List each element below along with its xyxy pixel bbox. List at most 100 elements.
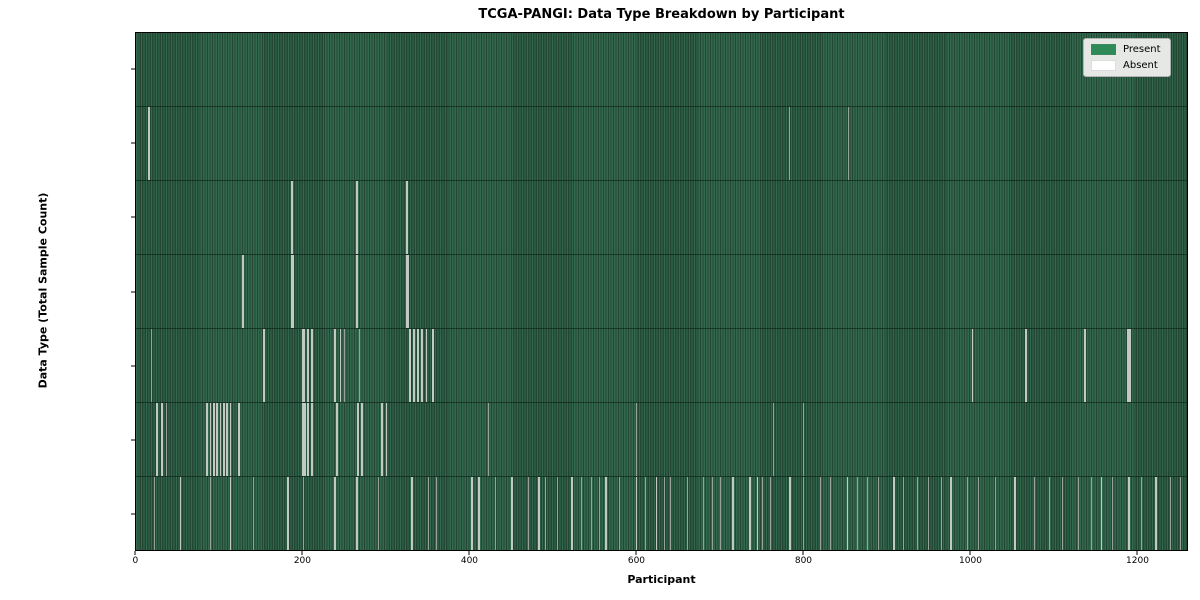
absent-mark bbox=[336, 403, 339, 476]
absent-mark bbox=[1100, 477, 1103, 550]
absent-mark bbox=[311, 329, 314, 402]
absent-mark bbox=[425, 329, 428, 402]
absent-mark bbox=[773, 403, 775, 476]
absent-mark bbox=[732, 477, 735, 550]
x-tick-mark bbox=[969, 551, 971, 555]
x-tick-mark bbox=[635, 551, 637, 555]
absent-mark bbox=[655, 477, 658, 550]
absent-mark bbox=[571, 477, 574, 550]
absent-mark bbox=[411, 477, 414, 550]
absent-mark bbox=[846, 477, 849, 550]
absent-mark bbox=[686, 477, 688, 550]
absent-mark bbox=[229, 477, 232, 550]
absent-mark bbox=[213, 403, 215, 476]
absent-mark bbox=[333, 477, 336, 550]
absent-mark bbox=[406, 181, 409, 254]
absent-mark bbox=[669, 477, 671, 550]
absent-mark bbox=[1169, 477, 1171, 550]
absent-mark bbox=[581, 477, 583, 550]
absent-mark bbox=[417, 329, 419, 402]
absent-mark bbox=[242, 255, 244, 328]
absent-mark bbox=[148, 107, 150, 180]
absent-mark bbox=[381, 403, 384, 476]
absent-mark bbox=[978, 477, 980, 550]
absent-mark bbox=[1140, 477, 1142, 550]
absent-mark bbox=[711, 477, 713, 550]
absent-mark bbox=[893, 477, 895, 550]
heatmap-row-cn bbox=[136, 180, 1187, 254]
absent-mark bbox=[1127, 329, 1131, 402]
absent-mark bbox=[1014, 477, 1016, 550]
absent-mark bbox=[511, 477, 514, 550]
absent-mark bbox=[749, 477, 751, 550]
absent-mark bbox=[703, 477, 705, 550]
legend: Present Absent bbox=[1083, 38, 1171, 77]
absent-mark bbox=[829, 477, 831, 550]
legend-label: Absent bbox=[1123, 60, 1158, 71]
absent-mark bbox=[343, 329, 345, 402]
absent-mark bbox=[803, 477, 805, 550]
absent-mark bbox=[1084, 329, 1086, 402]
x-tick-label: 1200 bbox=[1126, 556, 1149, 566]
absent-mark bbox=[421, 329, 424, 402]
x-tick-mark bbox=[468, 551, 470, 555]
absent-mark bbox=[769, 477, 771, 550]
y-tick-mark bbox=[131, 291, 135, 292]
absent-mark bbox=[478, 477, 480, 550]
absent-mark bbox=[928, 477, 930, 550]
absent-mark bbox=[538, 477, 540, 550]
x-tick-label: 0 bbox=[132, 556, 139, 566]
absent-mark bbox=[238, 403, 240, 476]
absent-mark bbox=[719, 477, 721, 550]
absent-mark bbox=[1034, 477, 1036, 550]
absent-mark bbox=[604, 477, 607, 550]
absent-mark bbox=[1078, 477, 1080, 550]
absent-mark bbox=[557, 477, 559, 550]
absent-mark bbox=[762, 477, 764, 550]
absent-mark bbox=[803, 403, 805, 476]
heatmap-row-clinical bbox=[136, 106, 1187, 180]
absent-mark bbox=[819, 477, 821, 550]
absent-mark bbox=[229, 403, 232, 476]
legend-item-present: Present bbox=[1091, 44, 1161, 55]
absent-mark bbox=[848, 107, 850, 180]
heatmap-row-bcr bbox=[136, 33, 1187, 106]
absent-mark bbox=[789, 477, 791, 550]
absent-mark bbox=[356, 255, 359, 328]
x-tick-mark bbox=[1136, 551, 1138, 555]
absent-mark bbox=[302, 403, 306, 476]
y-tick-mark bbox=[131, 142, 135, 144]
x-tick-mark bbox=[134, 551, 136, 555]
absent-mark bbox=[618, 477, 620, 550]
absent-mark bbox=[1111, 477, 1113, 550]
y-tick-mark bbox=[131, 365, 135, 367]
absent-mark bbox=[971, 329, 974, 402]
absent-mark bbox=[1090, 477, 1092, 550]
absent-mark bbox=[598, 477, 600, 550]
absent-mark bbox=[436, 477, 438, 550]
absent-mark bbox=[356, 181, 359, 254]
legend-item-absent: Absent bbox=[1091, 60, 1161, 71]
x-tick-mark bbox=[301, 551, 303, 555]
absent-mark bbox=[1049, 477, 1051, 550]
absent-mark bbox=[153, 477, 155, 550]
absent-mark bbox=[165, 403, 167, 476]
absent-mark bbox=[1061, 477, 1063, 550]
absent-mark bbox=[903, 477, 905, 550]
absent-mark bbox=[358, 329, 360, 402]
absent-mark bbox=[209, 403, 212, 476]
absent-mark bbox=[307, 403, 309, 476]
absent-mark bbox=[263, 329, 265, 402]
absent-mark bbox=[307, 329, 309, 402]
chart-title: TCGA-PANGI: Data Type Breakdown by Parti… bbox=[478, 7, 845, 22]
absent-mark bbox=[789, 107, 791, 180]
absent-mark bbox=[471, 477, 474, 550]
x-axis-label: Participant bbox=[627, 573, 696, 586]
heatmap-row-maf bbox=[136, 402, 1187, 476]
absent-mark bbox=[866, 477, 868, 550]
absent-mark bbox=[967, 477, 969, 550]
absent-mark bbox=[635, 403, 637, 476]
absent-mark bbox=[339, 329, 342, 402]
absent-mark bbox=[590, 477, 592, 550]
absent-mark bbox=[878, 477, 880, 550]
